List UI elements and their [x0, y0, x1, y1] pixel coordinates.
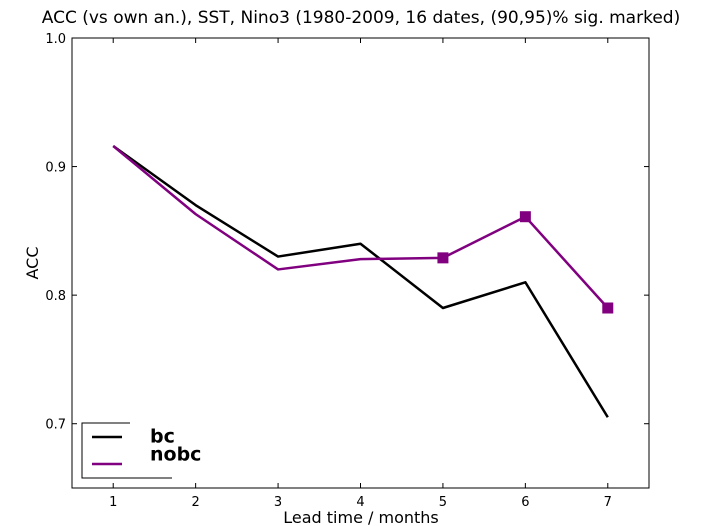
y-tick-label: 1.0 — [45, 32, 66, 47]
y-tick-label: 0.9 — [45, 161, 66, 176]
x-tick-label: 3 — [274, 495, 282, 510]
legend-label-bc: bc — [150, 426, 175, 448]
series-line-nobc — [112, 145, 609, 309]
legend: bc nobc — [81, 422, 201, 479]
significance-marker-nobc — [437, 252, 449, 264]
x-tick-label: 7 — [604, 495, 612, 510]
significance-marker-nobc — [519, 211, 531, 223]
series-line-bc — [112, 144, 609, 418]
x-tick-label: 6 — [521, 495, 529, 510]
axis-ticks: 1 2 3 4 5 6 7 0.7 0.8 0.9 1.0 — [45, 32, 649, 510]
legend-label-nobc: nobc — [150, 444, 201, 466]
x-tick-label: 2 — [192, 495, 200, 510]
significance-marker-nobc — [602, 302, 614, 314]
x-axis-label: Lead time / months — [283, 508, 439, 526]
y-tick-label: 0.8 — [45, 289, 66, 304]
x-tick-label: 1 — [109, 495, 117, 510]
x-tick-label: 5 — [439, 495, 447, 510]
y-axis-label: ACC — [23, 246, 42, 279]
plot-frame — [71, 37, 650, 489]
y-tick-label: 0.7 — [45, 418, 66, 433]
series-layer — [112, 144, 614, 418]
legend-frame — [81, 422, 172, 479]
x-tick-label: 4 — [356, 495, 364, 510]
chart-title: ACC (vs own an.), SST, Nino3 (1980-2009,… — [42, 8, 680, 28]
